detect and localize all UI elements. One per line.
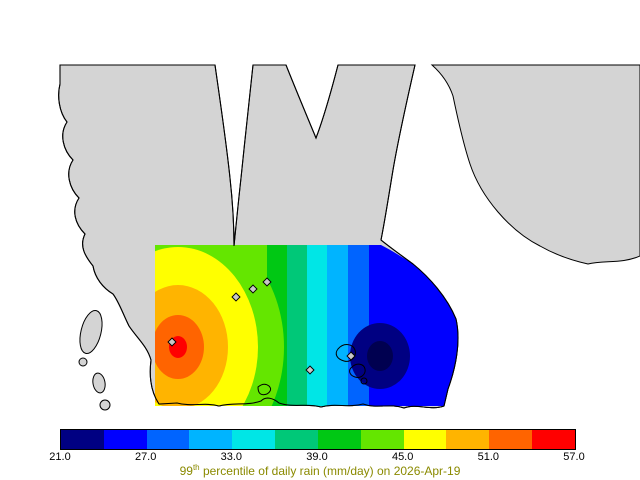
caption: 99th percentile of daily rain (mm/day) o… xyxy=(0,463,640,478)
colorbar-segment xyxy=(61,430,104,449)
colorbar-segment xyxy=(275,430,318,449)
caption-text: percentile of daily rain (mm/day) on 202… xyxy=(199,464,461,478)
contour-band-lightblue xyxy=(327,245,348,406)
colorbar xyxy=(60,429,576,450)
colorbar-segment xyxy=(103,430,147,449)
colorbar-segment xyxy=(146,430,190,449)
station-marker xyxy=(346,351,356,361)
contour-field xyxy=(155,245,459,406)
colorbar-tick-label: 45.0 xyxy=(391,451,414,463)
caption-superscript: th xyxy=(192,463,200,472)
station-marker xyxy=(248,284,258,294)
colorbar-segment xyxy=(446,430,490,449)
station-marker xyxy=(231,292,241,302)
colorbar-segment xyxy=(232,430,276,449)
colorbar-segment xyxy=(189,430,233,449)
colorbar-tick-label: 33.0 xyxy=(220,451,243,463)
station-markers xyxy=(167,277,356,375)
station-marker xyxy=(262,277,272,287)
colorbar-segment xyxy=(360,430,404,449)
land-east-mass xyxy=(430,64,640,265)
station-marker xyxy=(167,337,177,347)
contour-min-core xyxy=(367,341,393,371)
coastline-overlay xyxy=(58,64,459,409)
colorbar-tick-label: 27.0 xyxy=(134,451,157,463)
land-small-islands xyxy=(78,310,111,411)
caption-value: 99 xyxy=(179,464,193,478)
contour-band-cyan xyxy=(307,245,327,406)
colorbar-ticks: 21.0 27.0 33.0 39.0 45.0 51.0 57.0 xyxy=(49,451,584,464)
colorbar-tick-label: 21.0 xyxy=(49,451,71,463)
colorbar-tick-label: 57.0 xyxy=(563,451,585,463)
colorbar-segment xyxy=(489,430,533,449)
contour-band-teal xyxy=(287,245,307,406)
colorbar-tick-label: 51.0 xyxy=(477,451,500,463)
colorbar-segment xyxy=(403,430,447,449)
station-marker xyxy=(305,365,315,375)
colorbar-segment xyxy=(317,430,361,449)
colorbar-tick-label: 39.0 xyxy=(306,451,328,463)
colorbar-segment xyxy=(532,430,575,449)
